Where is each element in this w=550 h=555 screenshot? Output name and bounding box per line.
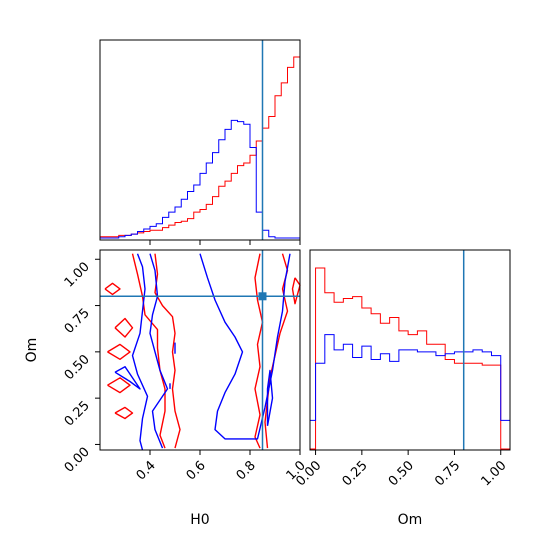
- joint-y-tick-label-2: 0.50: [62, 352, 93, 383]
- contour-0-1: [154, 253, 181, 449]
- h0-histogram-ticks: [149, 240, 301, 245]
- h0-histogram-line-0: [100, 56, 301, 238]
- contour-0-5: [114, 317, 134, 338]
- joint-contour-frame: [99, 249, 301, 451]
- om-histogram-series: [310, 267, 510, 450]
- om-histogram-frame: [309, 249, 511, 451]
- om-x-tick-label-4: 1.00: [478, 458, 509, 489]
- contour-0-6: [107, 343, 131, 360]
- joint-y-tick-label-4: 1.00: [62, 259, 93, 290]
- contour-1-0: [131, 253, 149, 451]
- joint-x-tick-label-0: 0.4: [134, 458, 159, 483]
- contour-1-1: [149, 253, 169, 449]
- contour-0-8: [114, 406, 134, 420]
- joint-x-axis-label: H0: [190, 512, 209, 528]
- contour-1-2: [199, 253, 291, 440]
- joint-x-tick-label-1: 0.6: [184, 458, 209, 483]
- h0-histogram-line-1: [100, 119, 300, 239]
- om-x-tick-label-2: 0.50: [386, 458, 417, 489]
- joint-contour-series: [104, 253, 301, 451]
- contour-0-0: [131, 253, 166, 449]
- joint-contour-panel: 0.4 0.6 0.8 1.0 0.000.250.500.751.00 H0 Om: [24, 249, 309, 528]
- joint-truth-marker: [258, 292, 267, 301]
- h0-histogram-frame: [99, 39, 301, 241]
- contour-1-3: [114, 366, 141, 390]
- om-histogram-line-0: [310, 267, 510, 450]
- contour-0-9: [291, 277, 301, 305]
- om-histogram-panel: 0.00 0.25 0.50 0.75 1.00 Om: [293, 249, 511, 528]
- contour-0-4: [104, 282, 121, 296]
- joint-y-tick-label-1: 0.25: [62, 398, 93, 429]
- joint-y-axis: 0.00 0.25 0.50 0.75 1.00: [62, 258, 100, 476]
- h0-histogram-panel: [99, 39, 301, 245]
- om-histogram-line-1: [310, 334, 510, 421]
- contour-0-7: [107, 377, 131, 394]
- contour-0-2: [254, 253, 264, 449]
- contour-1-6: [266, 369, 274, 427]
- joint-x-axis: 0.4 0.6 0.8 1.0: [134, 450, 309, 483]
- om-x-axis-label: Om: [398, 512, 423, 528]
- joint-y-axis-label: Om: [24, 338, 40, 363]
- om-x-tick-label-3: 0.75: [432, 458, 463, 489]
- om-x-axis: 0.00 0.25 0.50 0.75 1.00: [293, 450, 510, 489]
- joint-y-tick-label-3: 0.75: [62, 306, 93, 337]
- h0-histogram-series: [100, 56, 301, 239]
- joint-y-tick-label-0: 0.00: [62, 445, 93, 476]
- joint-x-tick-label-2: 0.8: [234, 458, 259, 483]
- om-x-tick-label-1: 0.25: [340, 458, 371, 489]
